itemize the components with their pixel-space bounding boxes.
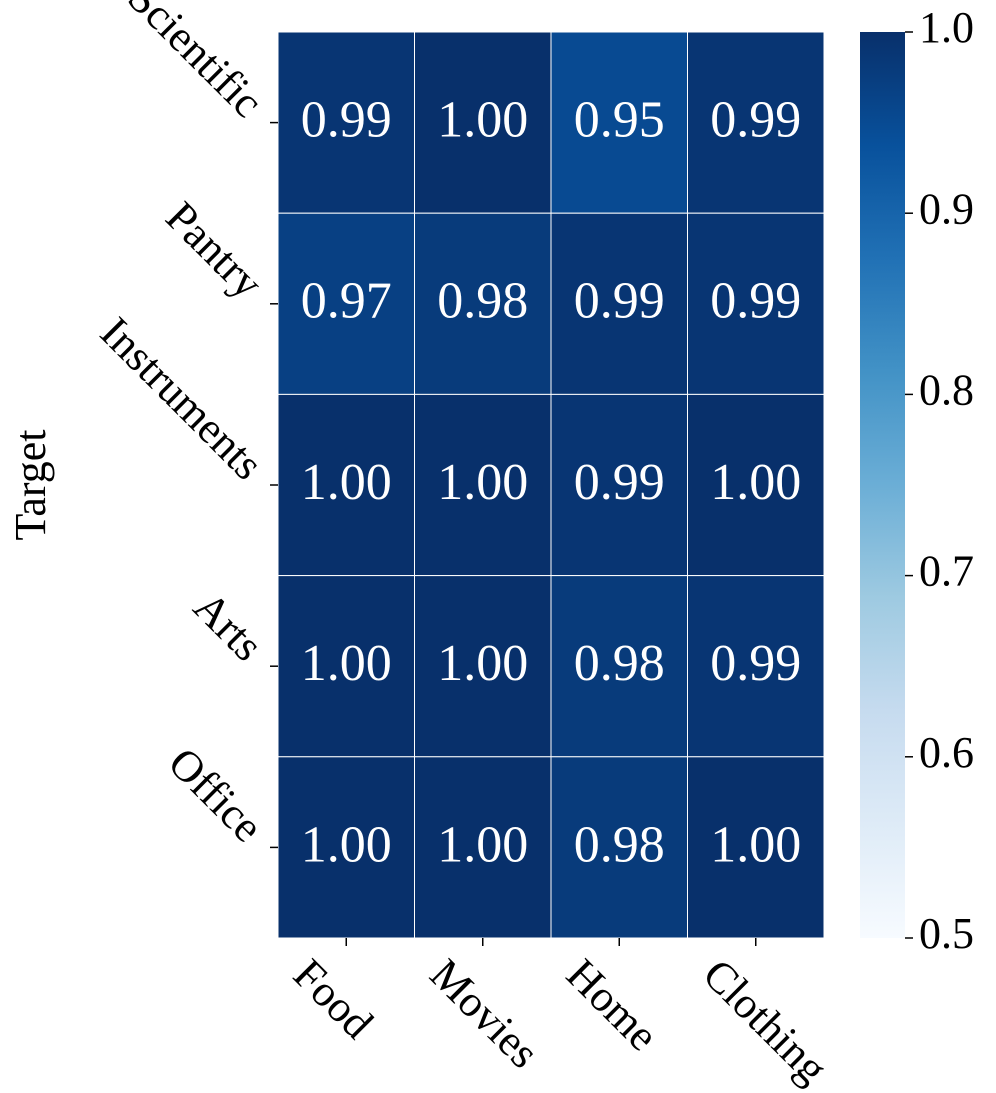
heatmap-cell xyxy=(414,756,552,939)
cell-label: 1.00 xyxy=(301,635,392,692)
heatmap-cell xyxy=(277,31,415,214)
cell-label: 0.98 xyxy=(574,635,665,692)
colorbar xyxy=(860,32,905,938)
heatmap-cell xyxy=(414,575,552,758)
cell-label: 1.00 xyxy=(437,92,528,149)
colorbar-tick-label: 0.7 xyxy=(919,547,974,596)
colorbar-tick-label: 0.9 xyxy=(919,184,974,233)
cell-label: 0.99 xyxy=(574,454,665,511)
y-tick-label: Scientific xyxy=(119,0,273,127)
cell-label: 0.97 xyxy=(301,273,392,330)
x-tick-label: Clothing xyxy=(694,950,838,1093)
heatmap-cell xyxy=(687,31,825,214)
cell-label: 0.99 xyxy=(710,92,801,149)
cell-label: 0.99 xyxy=(710,635,801,692)
cell-label: 0.99 xyxy=(710,273,801,330)
heatmap-cell xyxy=(687,212,825,395)
y-axis-label: Target xyxy=(6,430,55,541)
heatmap-cell xyxy=(687,756,825,939)
colorbar-tick-label: 0.6 xyxy=(919,728,974,777)
heatmap-cell xyxy=(550,212,688,395)
y-tick-label: Instruments xyxy=(91,308,273,490)
heatmap-cell xyxy=(414,31,552,214)
cell-label: 1.00 xyxy=(437,454,528,511)
heatmap-cell xyxy=(687,575,825,758)
cell-label: 1.00 xyxy=(301,816,392,873)
cell-label: 0.98 xyxy=(574,816,665,873)
x-tick-label: Home xyxy=(557,950,668,1061)
heatmap-cell xyxy=(414,212,552,395)
heatmap-cell xyxy=(414,393,552,577)
cell-label: 0.99 xyxy=(574,273,665,330)
cell-label: 1.00 xyxy=(710,816,801,873)
x-tick-label: Food xyxy=(284,950,383,1049)
cell-label: 1.00 xyxy=(301,454,392,511)
cell-label: 1.00 xyxy=(437,816,528,873)
heatmap-cell xyxy=(550,31,688,214)
y-tick-label: Office xyxy=(159,738,273,852)
cell-label: 0.98 xyxy=(437,273,528,330)
cell-label: 0.99 xyxy=(301,92,392,149)
heatmap-cell xyxy=(550,575,688,758)
colorbar-tick-label: 0.5 xyxy=(919,909,974,958)
colorbar-tick-label: 0.8 xyxy=(919,365,974,414)
heatmap-cell xyxy=(687,393,825,577)
heatmap-cell xyxy=(277,575,415,758)
heatmap-cell xyxy=(550,756,688,939)
x-tick-label: Movies xyxy=(421,950,549,1078)
cell-label: 1.00 xyxy=(710,454,801,511)
cell-label: 1.00 xyxy=(437,635,528,692)
y-tick-label: Pantry xyxy=(157,192,273,308)
colorbar-tick-label: 1.0 xyxy=(919,3,974,52)
heatmap-cell xyxy=(277,756,415,939)
y-tick-label: Arts xyxy=(184,582,272,670)
heatmap-cell xyxy=(277,212,415,395)
cell-label: 0.95 xyxy=(574,92,665,149)
